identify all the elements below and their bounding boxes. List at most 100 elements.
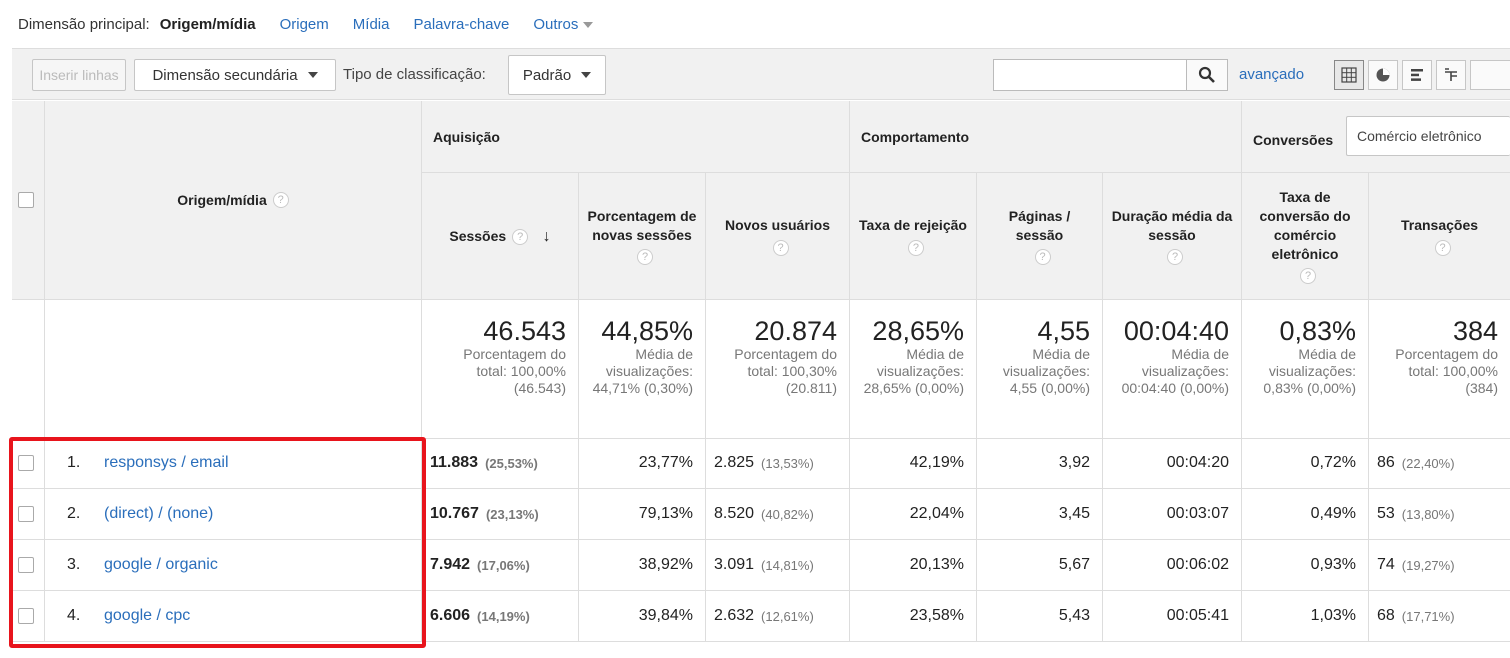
column-header-avg-session-duration[interactable]: Duração média da sessão? (1103, 173, 1242, 300)
group-header-acquisition: Aquisição (422, 101, 850, 173)
sort-type-dropdown[interactable]: Padrão (508, 55, 606, 95)
sort-descending-icon[interactable]: ↓ (538, 227, 551, 245)
metric-value: 20,13% (909, 556, 964, 573)
metric-percent: (14,81%) (761, 557, 814, 573)
metric-value: 38,92% (638, 556, 693, 573)
dimension-link-outros[interactable]: Outros (533, 16, 594, 33)
total-value: 0,83% (1279, 316, 1356, 346)
source-medium-link[interactable]: responsys / email (104, 454, 229, 471)
column-header-label: Taxa de rejeição? (859, 216, 967, 256)
total-cell: 46.543 Porcentagem do total: 100,00% (46.… (422, 300, 579, 438)
row-dimension-cell: 1. responsys / email (45, 438, 422, 488)
metric-cell: 00:06:02 (1103, 540, 1242, 590)
insert-rows-button[interactable]: Inserir linhas (32, 59, 126, 91)
metric-percent: (13,53%) (761, 455, 814, 471)
search-button[interactable] (1186, 59, 1228, 91)
table-view-button[interactable] (1334, 60, 1364, 90)
totals-dimension-cell (45, 300, 422, 438)
help-icon[interactable]: ? (272, 192, 289, 208)
metric-value: 3,92 (1058, 454, 1090, 471)
select-all-checkbox[interactable] (18, 192, 34, 208)
total-cell: 00:04:40 Média de visualizações: 00:04:40… (1103, 300, 1242, 438)
metric-value: 23,58% (909, 607, 964, 624)
help-icon[interactable]: ? (1300, 268, 1316, 285)
total-note: Média de visualizações: 28,65% (0,00%) (863, 346, 964, 396)
metric-value: 0,72% (1310, 454, 1356, 471)
metric-percent: (17,06%) (477, 557, 530, 573)
pie-view-button[interactable] (1368, 60, 1398, 90)
dimension-header[interactable]: Origem/mídia? (45, 101, 422, 300)
source-medium-link[interactable]: (direct) / (none) (104, 505, 214, 522)
dimension-link-midia[interactable]: Mídia (352, 15, 390, 33)
help-icon[interactable]: ? (907, 239, 924, 256)
metric-percent: (40,82%) (761, 506, 814, 522)
row-checkbox-cell (12, 489, 45, 539)
row-dimension-cell: 2. (direct) / (none) (45, 489, 422, 539)
metric-cell: 3,45 (977, 489, 1103, 539)
row-checkbox-cell (12, 438, 45, 488)
source-medium-link[interactable]: google / organic (104, 556, 218, 573)
column-header-new-sessions-pct[interactable]: Porcentagem de novas sessões? (579, 173, 706, 300)
column-header-ecommerce-conversion-rate[interactable]: Taxa de conversão do comércio eletrônico… (1242, 173, 1369, 300)
metric-value: 00:04:20 (1166, 454, 1229, 471)
row-index: 4. (67, 607, 81, 624)
column-header-transactions[interactable]: Transações? (1369, 173, 1510, 300)
total-note: Média de visualizações: 0,83% (0,00%) (1263, 346, 1356, 396)
table-row: 2. (direct) / (none) 10.767 (23,13%) 79,13% 8… (12, 489, 1510, 540)
column-header-pages-per-session[interactable]: Páginas / sessão? (977, 173, 1103, 300)
more-view-button[interactable] (1470, 60, 1510, 90)
source-medium-link[interactable]: google / cpc (104, 607, 191, 624)
column-header-text: Transações (1400, 217, 1479, 234)
metric-cell: 23,77% (579, 438, 706, 488)
metric-cell: 1,03% (1242, 591, 1369, 641)
total-note: Média de visualizações: 44,71% (0,30%) (592, 346, 693, 396)
metric-cell: 11.883 (25,53%) (422, 438, 579, 488)
dimension-link-palavra-chave[interactable]: Palavra-chave (413, 15, 510, 33)
metric-cell: 23,58% (850, 591, 977, 641)
total-note: Porcentagem do total: 100,30% (20.811) (734, 346, 837, 396)
table-row: 1. responsys / email 11.883 (25,53%) 23,77% 2… (12, 438, 1510, 489)
metric-value: 3.091 (714, 556, 755, 573)
table-row: 4. google / cpc 6.606 (14,19%) 39,84% 2.632 (1… (12, 591, 1510, 642)
conversion-type-dropdown[interactable]: Comércio eletrônico (1346, 116, 1510, 156)
row-checkbox[interactable] (18, 608, 34, 624)
pie-view-icon (1376, 68, 1390, 82)
metric-cell: 74 (19,27%) (1369, 540, 1510, 590)
metric-value: 53 (1377, 505, 1395, 522)
row-dimension-cell: 3. google / organic (45, 540, 422, 590)
metric-value: 5,67 (1058, 556, 1090, 573)
metric-cell: 42,19% (850, 438, 977, 488)
help-icon[interactable]: ? (1434, 239, 1451, 256)
metric-cell: 00:05:41 (1103, 591, 1242, 641)
secondary-dimension-dropdown[interactable]: Dimensão secundária (134, 59, 336, 91)
help-icon[interactable]: ? (637, 249, 653, 266)
primary-dimension-bar: Dimensão principal: Origem/mídia Origem … (0, 0, 1510, 48)
dimension-link-origem[interactable]: Origem (279, 15, 329, 33)
help-icon[interactable]: ? (1167, 249, 1183, 266)
column-header-new-users[interactable]: Novos usuários? (706, 173, 850, 300)
pivot-view-button[interactable] (1436, 60, 1466, 90)
row-checkbox[interactable] (18, 455, 34, 471)
total-value: 4,55 (1037, 316, 1090, 346)
bar-view-button[interactable] (1402, 60, 1432, 90)
primary-dimension-label: Dimensão principal: (18, 15, 150, 33)
row-checkbox[interactable] (18, 557, 34, 573)
column-header-text: Páginas / sessão (1008, 207, 1071, 243)
column-header-sessions[interactable]: Sessões? ↓ (422, 173, 579, 300)
advanced-filter-link[interactable]: avançado (1239, 66, 1305, 83)
column-header-label: Duração média da sessão? (1111, 207, 1233, 266)
column-header-bounce-rate[interactable]: Taxa de rejeição? (850, 173, 977, 300)
metric-percent: (13,80%) (1401, 506, 1455, 522)
help-icon[interactable]: ? (772, 239, 789, 256)
metric-cell: 00:03:07 (1103, 489, 1242, 539)
metric-value: 74 (1377, 556, 1395, 573)
total-value: 46.543 (483, 316, 566, 346)
total-cell: 28,65% Média de visualizações: 28,65% (0,… (850, 300, 977, 438)
metric-value: 8.520 (714, 505, 755, 522)
help-icon[interactable]: ? (512, 228, 529, 245)
help-icon[interactable]: ? (1034, 249, 1051, 266)
row-checkbox[interactable] (18, 506, 34, 522)
group-header-behavior: Comportamento (850, 101, 1242, 173)
table-search-input[interactable] (993, 59, 1187, 91)
metric-value: 3,45 (1058, 505, 1090, 522)
